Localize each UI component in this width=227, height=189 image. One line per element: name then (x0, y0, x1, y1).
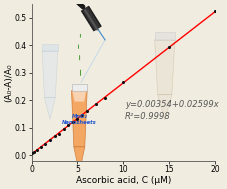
Point (85, 110, 89, 113)
Point (32, 151, 36, 154)
Polygon shape (158, 95, 172, 119)
Polygon shape (74, 147, 85, 173)
Text: R²=0.9998: R²=0.9998 (125, 112, 171, 121)
Point (122, 81, 125, 84)
Point (53, 135, 56, 138)
Point (57, 132, 61, 135)
Point (103, 96, 107, 99)
Text: y=0.00354+0.02599x: y=0.00354+0.02599x (125, 100, 219, 109)
Polygon shape (72, 91, 86, 101)
Point (35, 148, 39, 151)
Point (44, 142, 47, 145)
Polygon shape (155, 40, 175, 95)
Polygon shape (42, 51, 58, 98)
Text: MnO₂
Nanosheets: MnO₂ Nanosheets (62, 114, 97, 125)
Point (76, 117, 79, 120)
Polygon shape (44, 98, 55, 119)
Polygon shape (42, 44, 58, 51)
Point (67, 124, 70, 127)
X-axis label: Ascorbic acid, C (μM): Ascorbic acid, C (μM) (76, 176, 171, 185)
Polygon shape (155, 32, 175, 40)
Point (213, 10, 217, 13)
Point (168, 46, 171, 49)
Point (71, 121, 75, 124)
Y-axis label: (A₀-A)/A₀: (A₀-A)/A₀ (4, 63, 13, 102)
Point (30, 152, 33, 155)
Polygon shape (72, 91, 87, 147)
Point (80, 113, 84, 116)
Point (48, 138, 52, 141)
Point (62, 127, 66, 130)
Point (39, 145, 42, 148)
Point (94, 103, 98, 106)
Polygon shape (72, 84, 87, 91)
